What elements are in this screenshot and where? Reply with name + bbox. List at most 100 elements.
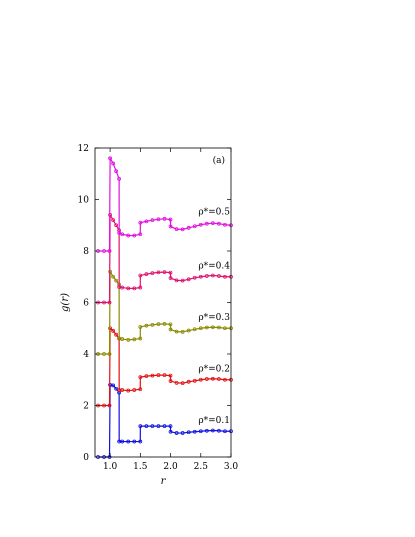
- data-point: [144, 424, 149, 429]
- data-point: [111, 218, 116, 223]
- data-point: [168, 217, 173, 222]
- data-point: [204, 428, 209, 433]
- data-point: [138, 336, 143, 341]
- data-point: [174, 380, 179, 385]
- data-point: [144, 374, 149, 379]
- data-point: [117, 176, 122, 181]
- data-point: [111, 383, 116, 388]
- panel-label: (a): [213, 155, 225, 166]
- data-point: [150, 424, 155, 429]
- data-point: [132, 388, 137, 392]
- data-point: [162, 216, 167, 221]
- data-point: [198, 377, 203, 382]
- data-point: [192, 378, 197, 383]
- data-point: [117, 390, 122, 395]
- data-point: [138, 424, 143, 429]
- data-point: [198, 326, 203, 331]
- series-label: ρ*=0.5: [198, 208, 230, 218]
- data-point: [168, 373, 173, 378]
- data-point: [120, 337, 125, 341]
- data-point: [144, 219, 149, 224]
- data-point: [223, 222, 227, 227]
- data-point: [126, 233, 131, 238]
- data-point: [114, 223, 119, 228]
- data-point: [111, 161, 116, 166]
- data-point: [102, 300, 106, 305]
- data-point: [156, 270, 161, 275]
- data-point: [180, 431, 185, 435]
- data-point: [156, 373, 161, 378]
- data-point: [210, 376, 215, 381]
- y-tick-label: 12: [78, 144, 89, 154]
- data-point: [217, 221, 221, 226]
- data-point: [180, 227, 185, 232]
- series-label: ρ*=0.4: [198, 262, 230, 272]
- data-point: [192, 429, 197, 434]
- data-point: [102, 403, 106, 408]
- data-point: [174, 329, 179, 334]
- data-point: [132, 286, 137, 291]
- data-point: [138, 325, 143, 329]
- data-point: [150, 373, 155, 378]
- series-label: ρ*=0.3: [198, 313, 230, 323]
- data-point: [138, 387, 143, 392]
- data-point: [120, 285, 125, 290]
- x-axis: 1.0 1.5 2.0 2.5 3.0: [103, 148, 238, 472]
- data-point: [217, 428, 221, 433]
- data-point: [120, 232, 125, 237]
- data-point: [168, 327, 173, 332]
- data-point: [186, 379, 191, 384]
- data-point: [198, 429, 203, 434]
- data-point: [138, 439, 143, 444]
- data-point: [114, 278, 119, 283]
- data-point: [223, 429, 227, 434]
- data-point: [138, 232, 143, 237]
- data-point: [180, 329, 185, 334]
- data-point: [192, 224, 197, 229]
- series-label: ρ*=0.1: [198, 416, 230, 426]
- data-point: [186, 225, 191, 230]
- data-point: [217, 325, 221, 330]
- y-axis-label: g(r): [60, 293, 71, 312]
- y-tick-label: 8: [83, 247, 89, 257]
- data-point: [210, 273, 215, 278]
- data-point: [168, 429, 173, 434]
- x-tick-label: 1.5: [133, 462, 148, 472]
- data-point: [150, 323, 155, 327]
- data-point: [162, 321, 167, 326]
- data-point: [210, 221, 215, 226]
- data-point: [186, 328, 191, 333]
- x-tick-label: 1.0: [103, 462, 118, 472]
- x-tick-label: 3.0: [224, 462, 239, 472]
- data-point: [126, 439, 131, 444]
- data-point: [107, 300, 112, 305]
- data-point: [108, 156, 113, 161]
- series-line: [98, 212, 231, 304]
- data-point: [210, 325, 215, 330]
- data-point: [217, 377, 221, 381]
- data-point: [162, 270, 167, 275]
- data-point: [114, 169, 119, 174]
- data-point: [180, 381, 185, 385]
- data-point: [174, 227, 179, 232]
- y-axis: 0 2 4 6 8 10 12: [78, 144, 231, 463]
- data-point: [107, 352, 112, 356]
- data-point: [132, 439, 137, 444]
- data-point: [168, 424, 173, 429]
- data-point: [204, 274, 209, 278]
- y-tick-label: 0: [83, 453, 89, 463]
- data-point: [210, 428, 215, 433]
- data-point: [192, 327, 197, 332]
- data-point: [126, 286, 131, 291]
- data-point: [162, 424, 167, 429]
- data-point: [102, 249, 106, 253]
- data-point: [114, 332, 119, 337]
- x-tick-label: 2.0: [163, 462, 178, 472]
- data-point: [168, 322, 173, 327]
- data-point: [223, 377, 227, 382]
- series-label: ρ*=0.2: [198, 365, 230, 375]
- data-point: [168, 379, 173, 383]
- plot-frame: [94, 147, 232, 458]
- data-point: [117, 231, 122, 235]
